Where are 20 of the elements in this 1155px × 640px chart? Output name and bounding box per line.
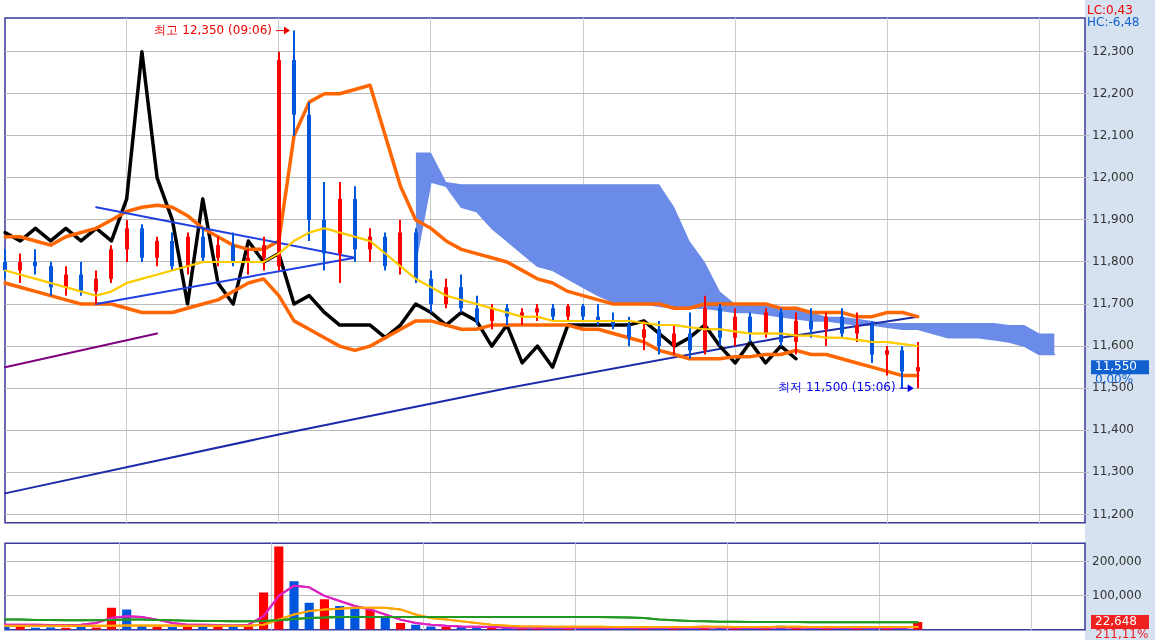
y-tick-label: 12,300 — [1092, 43, 1134, 58]
y-tick-label: 12,000 — [1092, 169, 1134, 184]
y-tick-label: 11,300 — [1092, 464, 1134, 479]
y-tick-label: 12,200 — [1092, 85, 1134, 100]
y-tick-label: 100,000 — [1092, 587, 1142, 602]
text: 11,550 — [1095, 359, 1137, 374]
y-tick-label: 11,800 — [1092, 254, 1134, 269]
y-tick-label: 11,600 — [1092, 338, 1134, 353]
text: 211,11% — [1095, 627, 1149, 640]
annotation: 최고 12,350 (09:06) — [154, 22, 273, 37]
text: 22,648 — [1095, 614, 1137, 629]
text: LC:0,43 — [1087, 3, 1133, 18]
y-tick-label: 11,400 — [1092, 422, 1134, 437]
y-tick-label: 11,900 — [1092, 212, 1134, 227]
text: HC:-6,48 — [1087, 15, 1140, 30]
y-tick-label: 12,100 — [1092, 127, 1134, 142]
y-tick-label: 11,200 — [1092, 506, 1134, 521]
annotation: 최저 11,500 (15:06) — [778, 380, 896, 395]
y-tick-label: 200,000 — [1092, 554, 1142, 568]
y-tick-label: 11,700 — [1092, 296, 1134, 311]
